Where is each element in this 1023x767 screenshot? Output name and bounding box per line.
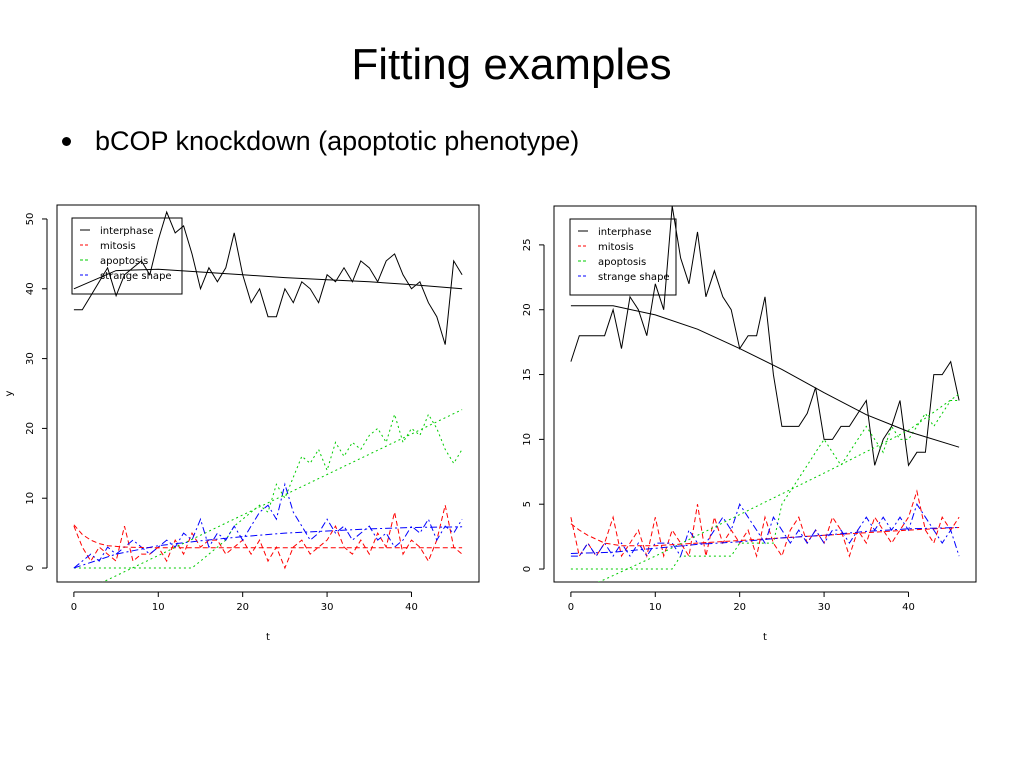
fit-curve-interphase [73, 268, 463, 290]
fit-curve-apoptosis [597, 393, 960, 582]
x-tick-label: 20 [733, 602, 746, 613]
y-tick-label: 10 [25, 492, 36, 505]
fit-curve-interphase [570, 305, 960, 448]
y-tick-label: 25 [522, 239, 533, 252]
legend-label-strange_shape: strange shape [100, 271, 172, 282]
series-line-interphase [570, 206, 960, 467]
x-axis-label: t [763, 632, 767, 643]
legend-box [71, 217, 183, 295]
bullet-item: bCOP knockdown (apoptotic phenotype) [62, 126, 579, 157]
series-line-interphase [73, 210, 463, 345]
x-tick-label: 0 [568, 602, 574, 613]
y-tick-label: 5 [522, 501, 533, 507]
fit-curve-mitosis [73, 524, 463, 549]
plot-frame [56, 204, 480, 583]
legend-box [569, 218, 677, 296]
legend-label-interphase: interphase [598, 227, 651, 238]
legend-label-interphase: interphase [100, 226, 153, 237]
y-tick-label: 0 [522, 566, 533, 572]
x-tick-label: 10 [152, 602, 165, 613]
fit-curve-strange_shape [570, 527, 960, 554]
x-tick-label: 40 [902, 602, 915, 613]
series-line-mitosis [73, 505, 463, 570]
series-line-strange_shape [570, 503, 960, 558]
y-tick-label: 30 [25, 352, 36, 365]
y-tick-label: 20 [25, 422, 36, 435]
x-tick-label: 30 [321, 602, 334, 613]
x-tick-label: 10 [649, 602, 662, 613]
bullet-text: bCOP knockdown (apoptotic phenotype) [95, 126, 580, 156]
legend-label-apoptosis: apoptosis [598, 257, 646, 268]
x-tick-label: 0 [71, 602, 77, 613]
y-axis-label: y [4, 390, 15, 396]
y-tick-label: 20 [522, 303, 533, 316]
bullet-dot-icon [62, 137, 71, 146]
fit-curve-mitosis [570, 523, 960, 547]
plot-frame [553, 205, 977, 583]
y-tick-label: 40 [25, 282, 36, 295]
slide-title: Fitting examples [351, 40, 672, 89]
fit-curve-strange_shape [73, 526, 463, 569]
x-tick-label: 30 [818, 602, 831, 613]
legend-label-mitosis: mitosis [598, 242, 634, 253]
legend-label-strange_shape: strange shape [598, 272, 670, 283]
y-tick-label: 50 [25, 213, 36, 226]
series-line-mitosis [570, 489, 960, 559]
x-tick-label: 40 [405, 602, 418, 613]
x-tick-label: 20 [236, 602, 249, 613]
y-tick-label: 10 [522, 433, 533, 446]
y-tick-label: 0 [25, 565, 36, 571]
series-line-strange_shape [73, 482, 463, 569]
y-tick-label: 15 [522, 368, 533, 381]
legend-label-apoptosis: apoptosis [100, 256, 148, 267]
legend-label-mitosis: mitosis [100, 241, 136, 252]
x-axis-label: t [266, 632, 270, 643]
